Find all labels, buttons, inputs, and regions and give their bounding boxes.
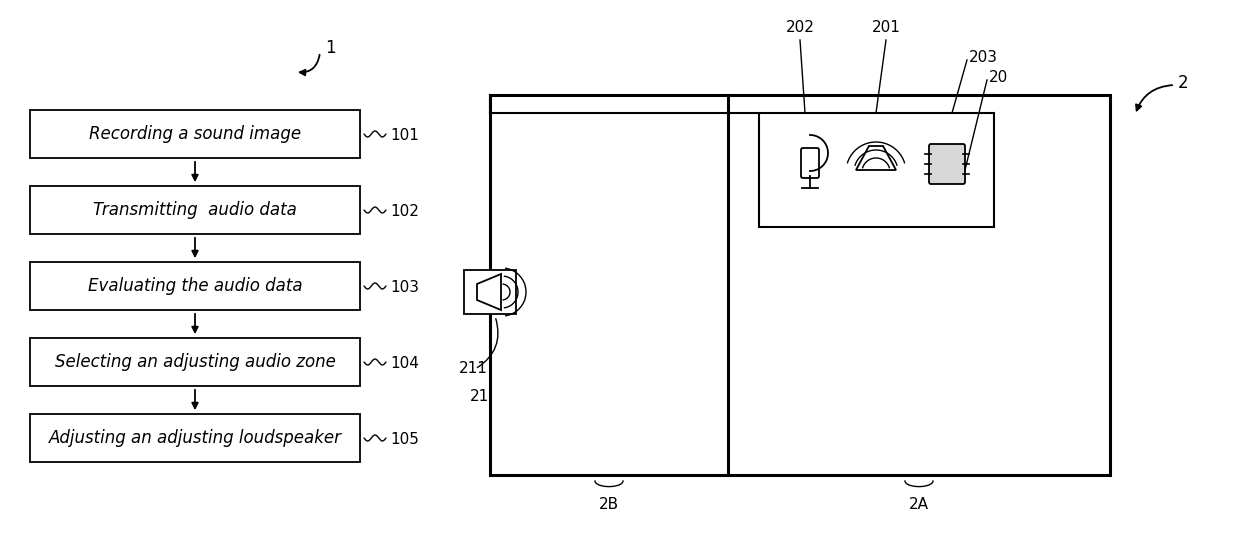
Bar	[759, 113, 994, 227]
Text: 201: 201	[872, 20, 900, 35]
Bar	[30, 110, 360, 158]
Bar	[30, 262, 360, 310]
Bar	[464, 270, 516, 314]
Text: 103: 103	[391, 280, 419, 295]
Polygon shape	[856, 146, 897, 170]
Text: 211: 211	[459, 361, 487, 376]
Polygon shape	[477, 274, 501, 310]
Text: 2: 2	[1178, 74, 1189, 92]
Text: 203: 203	[968, 49, 998, 64]
Text: 101: 101	[391, 127, 419, 142]
Text: 20: 20	[990, 69, 1008, 85]
Text: 2B: 2B	[599, 497, 619, 512]
Text: Evaluating the audio data: Evaluating the audio data	[88, 277, 303, 295]
Bar	[30, 186, 360, 234]
Bar	[490, 95, 1110, 475]
Bar	[30, 338, 360, 386]
Text: Transmitting  audio data: Transmitting audio data	[93, 201, 296, 219]
Bar	[30, 414, 360, 462]
Text: Selecting an adjusting audio zone: Selecting an adjusting audio zone	[55, 353, 336, 371]
FancyBboxPatch shape	[929, 144, 965, 184]
Text: 104: 104	[391, 356, 419, 371]
Text: 105: 105	[391, 432, 419, 447]
Text: 2A: 2A	[909, 497, 929, 512]
Text: Adjusting an adjusting loudspeaker: Adjusting an adjusting loudspeaker	[48, 429, 341, 447]
Text: 21: 21	[470, 389, 490, 404]
FancyBboxPatch shape	[801, 148, 818, 178]
Text: 202: 202	[786, 20, 815, 35]
Text: Recording a sound image: Recording a sound image	[89, 125, 301, 143]
Text: 1: 1	[325, 39, 336, 57]
Text: 102: 102	[391, 203, 419, 218]
